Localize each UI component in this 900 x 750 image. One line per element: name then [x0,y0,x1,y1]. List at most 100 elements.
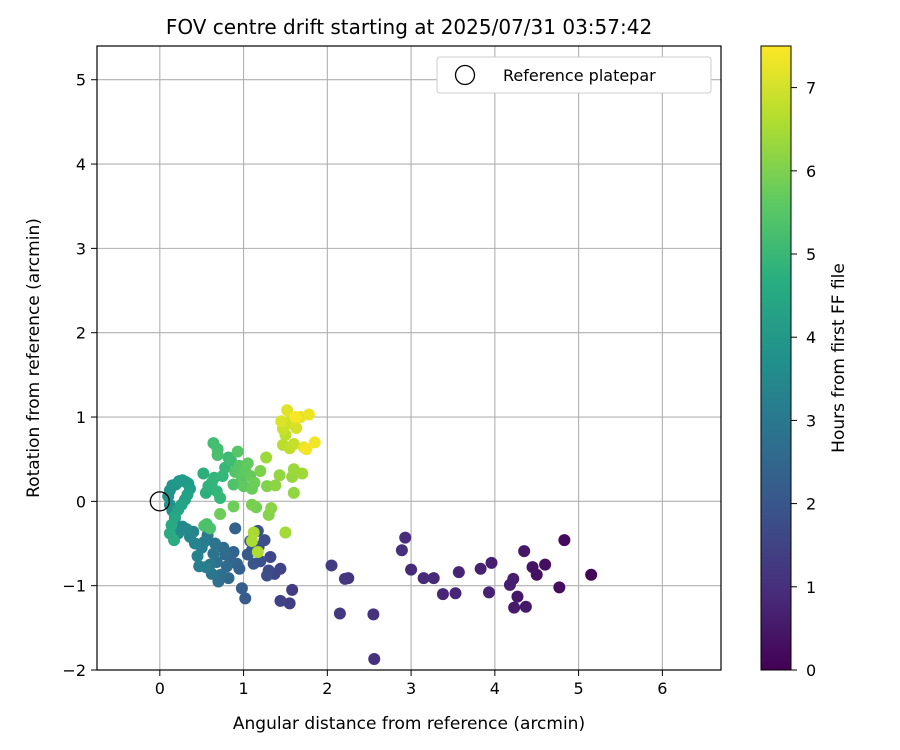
colorbar-gradient [760,45,792,671]
data-point [290,421,303,434]
data-point [275,415,288,428]
data-point [558,534,571,547]
data-point [508,601,521,614]
y-axis-ticks: −2 −1 0 1 2 3 4 5 [62,71,97,680]
data-point [553,581,566,594]
data-point [308,436,321,449]
data-point [227,500,240,513]
data-point [281,404,294,417]
data-point [286,583,299,596]
data-point [229,522,242,535]
x-tick-label: 4 [490,679,500,698]
data-point [325,559,338,572]
y-tick-label: −1 [62,577,86,596]
x-tick-label: 1 [238,679,248,698]
data-point [204,522,217,535]
y-tick-label: 2 [76,324,86,343]
data-point [261,569,274,582]
data-point [197,467,210,480]
data-point [214,491,227,504]
x-tick-label: 3 [406,679,416,698]
data-point [239,592,252,605]
data-point [287,438,300,451]
colorbar-ticks: 0 1 2 3 4 5 6 7 [791,79,816,680]
x-axis-title: Angular distance from reference (arcmin) [233,714,585,734]
data-point [251,545,264,558]
legend-label-reference: Reference platepar [503,66,656,85]
plot-frame [96,45,722,671]
data-points [149,404,598,666]
data-point [235,582,248,595]
colorbar-tick-label: 2 [806,495,816,514]
data-point [368,653,381,666]
data-point [231,445,244,458]
data-point [241,548,254,561]
chart-title: FOV centre drift starting at 2025/07/31 … [166,15,652,39]
data-point [265,502,278,515]
y-tick-label: 1 [76,408,86,427]
x-tick-label: 2 [322,679,332,698]
data-point [287,486,300,499]
y-tick-label: 0 [76,492,86,511]
data-point [485,556,498,569]
colorbar-title: Hours from first FF file [829,263,849,453]
data-point [519,600,532,613]
reference-marker [149,491,170,512]
colorbar-tick-label: 1 [806,578,816,597]
data-point [227,478,240,491]
data-point [482,586,495,599]
data-point [274,594,287,607]
y-axis-title: Rotation from reference (arcmin) [24,218,44,498]
data-point [245,498,258,511]
data-point [367,608,380,621]
legend-marker-reference [454,64,476,86]
data-point [436,588,449,601]
data-point [245,534,258,547]
data-point [539,558,552,571]
colorbar-tick-label: 7 [806,79,816,98]
data-point [427,572,440,585]
data-point [518,545,531,558]
x-tick-label: 6 [657,679,667,698]
data-point [207,547,220,560]
x-tick-label: 0 [155,679,165,698]
data-point [220,560,233,573]
y-tick-label: −2 [62,661,86,680]
data-point [241,457,254,470]
x-tick-label: 5 [574,679,584,698]
data-point [269,479,282,492]
grid [97,46,721,671]
data-point [585,568,598,581]
data-point [503,578,516,591]
colorbar-tick-label: 3 [806,411,816,430]
data-point [247,557,260,570]
colorbar-tick-label: 5 [806,245,816,264]
data-point [302,408,315,421]
y-tick-label: 5 [76,71,86,90]
x-axis-ticks: 0 1 2 3 4 5 6 [155,670,667,698]
data-point [283,597,296,610]
legend-box [436,56,712,94]
data-point [395,544,408,557]
data-point [526,561,539,574]
colorbar-tick-label: 4 [806,328,816,347]
data-point [254,464,267,477]
legend: Reference platepar [436,56,712,94]
data-point [449,587,462,600]
data-point [279,526,292,539]
y-tick-label: 4 [76,155,86,174]
data-point [333,607,346,620]
data-point [248,476,261,489]
data-point [405,563,418,576]
data-point [511,590,524,603]
data-point [399,531,412,544]
data-point [211,448,224,461]
data-point [214,508,227,520]
data-point [260,451,273,464]
data-point [193,560,206,573]
data-point [264,551,277,564]
y-tick-label: 3 [76,239,86,258]
colorbar: 0 1 2 3 4 5 6 7 Hours from first FF file [760,45,849,680]
data-point [209,537,222,550]
